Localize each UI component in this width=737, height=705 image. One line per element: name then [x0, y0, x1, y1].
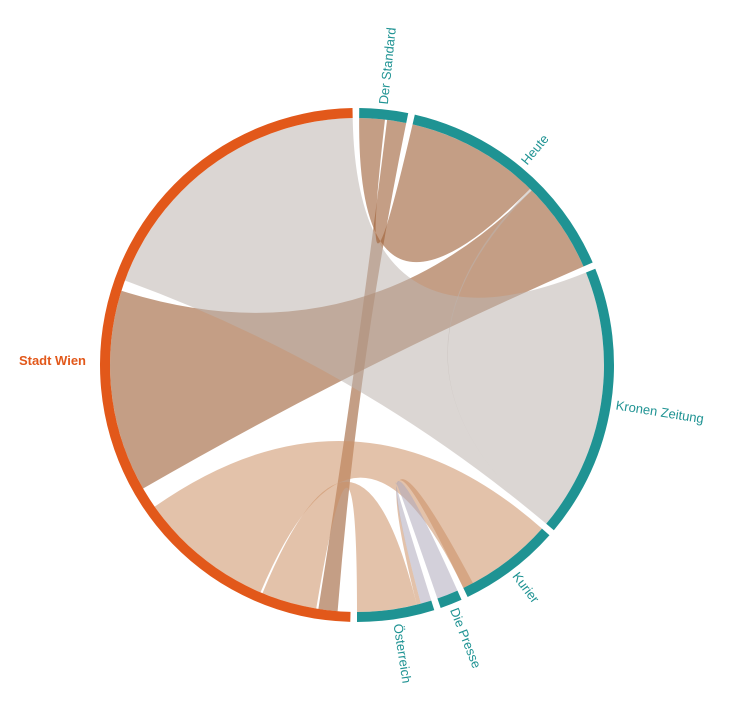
ribbon-heute-der_standard[interactable] — [359, 118, 531, 263]
label-kronen_zeitung: Kronen Zeitung — [615, 398, 705, 427]
arc-die_presse[interactable] — [437, 590, 462, 608]
ribbon-stadt_wien-oesterreich[interactable] — [262, 481, 417, 612]
label-stadt_wien: Stadt Wien — [19, 353, 86, 368]
label-heute: Heute — [518, 131, 552, 167]
arcs-layer — [99, 108, 614, 622]
ribbon-die_presse-oesterreich[interactable] — [395, 480, 458, 604]
label-oesterreich: Österreich — [390, 623, 414, 685]
label-kurier: Kurier — [510, 569, 543, 606]
arc-kronen_zeitung[interactable] — [546, 268, 614, 531]
label-die_presse: Die Presse — [447, 606, 484, 671]
arc-oesterreich[interactable] — [357, 600, 435, 622]
ribbon-stadt_wien-kurier[interactable] — [154, 440, 542, 593]
label-der_standard: Der Standard — [376, 27, 399, 105]
arc-kurier[interactable] — [463, 528, 550, 597]
ribbon-stadt_wien-kronen_zeitung[interactable] — [124, 118, 604, 524]
ribbons-layer — [109, 118, 604, 612]
arc-der_standard[interactable] — [359, 108, 409, 123]
